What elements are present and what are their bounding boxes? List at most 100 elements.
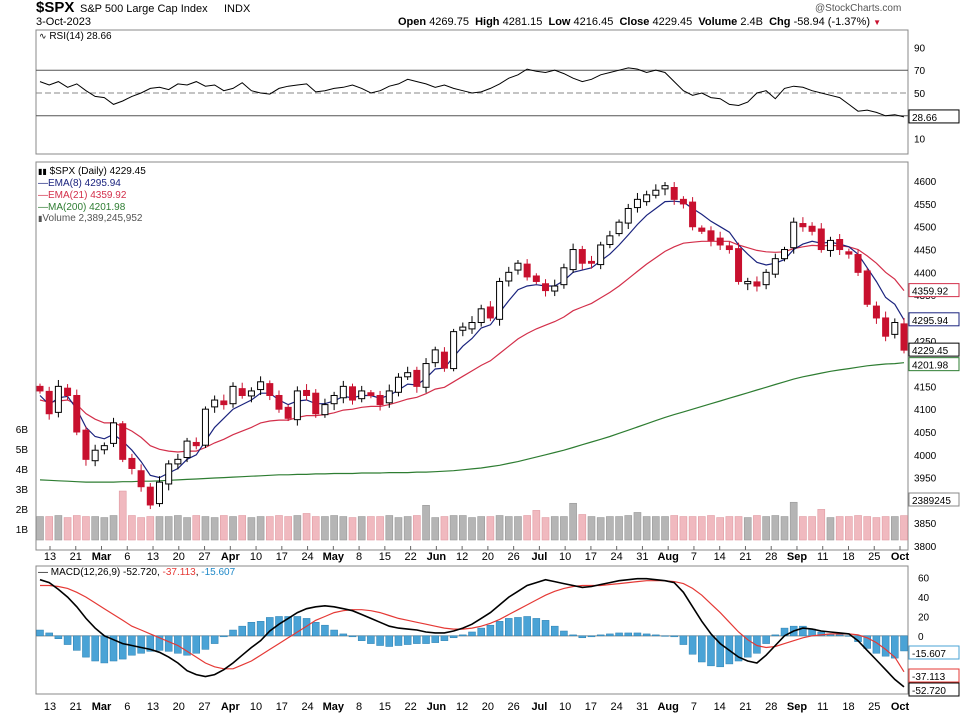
macd-histogram-bar: [155, 635, 164, 651]
volume-bar: [137, 517, 145, 541]
volume-bar: [587, 516, 596, 541]
candle-body: [137, 470, 145, 488]
macd-histogram-bar: [220, 635, 228, 638]
candle: [624, 203, 632, 230]
macd-x-tick-label: 17: [276, 701, 288, 713]
volume-bar: [45, 516, 53, 541]
macd-histogram-bar: [376, 635, 384, 646]
volume-bar: [716, 517, 724, 541]
candle: [845, 248, 853, 259]
x-tick-label: Aug: [657, 551, 678, 563]
macd-histogram-bar: [523, 616, 531, 637]
volume-bar: [863, 516, 872, 541]
candle: [146, 483, 154, 510]
volume-bar: [532, 510, 541, 541]
volume-bar: [504, 516, 513, 541]
ma200-last-value-box: [908, 357, 960, 372]
down-arrow-icon: ▼: [873, 18, 881, 27]
candle: [440, 347, 448, 372]
macd-x-tick-label: Aug: [657, 701, 678, 713]
macd-x-tick-label: Sep: [787, 701, 807, 713]
rsi-last-value: 28.66: [912, 113, 937, 124]
candle: [505, 266, 513, 287]
macd-histogram-bar: [394, 635, 403, 646]
candle-body: [266, 383, 274, 396]
candle-body: [496, 280, 504, 320]
volume-bar: [652, 516, 660, 541]
candle: [817, 223, 825, 253]
macd-x-tick-label: Mar: [92, 701, 112, 713]
candle-body: [854, 254, 862, 273]
candle-body: [385, 390, 393, 404]
ma200-legend: —MA(200) 4201.98: [38, 202, 125, 213]
volume-bar: [514, 516, 522, 541]
candle-body: [872, 305, 880, 319]
candle: [891, 318, 899, 339]
macd-histogram-bar: [771, 634, 780, 637]
macd-histogram-bar: [661, 635, 669, 637]
volume-bar: [54, 515, 63, 541]
macd-histogram-bar: [670, 635, 678, 638]
candle: [587, 255, 595, 269]
macd-tick-label: 40: [918, 593, 930, 604]
macd-x-tick-label: 12: [456, 701, 468, 713]
candle: [808, 222, 816, 236]
candle: [781, 246, 789, 262]
price-tick-label: 4050: [914, 428, 937, 439]
macd-histogram-bar: [311, 622, 320, 637]
ema21-last-value-group: 4359.92: [908, 283, 960, 298]
candle-body: [54, 385, 62, 413]
macd-x-tick-label: 14: [714, 701, 726, 713]
candle: [73, 389, 81, 436]
candle-body: [606, 235, 614, 246]
volume-tick-label: 3B: [16, 485, 29, 496]
candle: [45, 386, 53, 420]
volume-bar: [734, 516, 743, 541]
candle-body: [587, 260, 595, 264]
candle-body: [716, 237, 724, 246]
volume-bar: [367, 516, 375, 541]
candle-body: [119, 423, 127, 460]
ma200-last-value-group: 4201.98: [908, 357, 960, 372]
candle: [882, 311, 890, 342]
macd-x-tick-label: 13: [147, 701, 159, 713]
candle-body: [790, 221, 798, 249]
close-last-value-group: 4229.45: [908, 342, 960, 357]
candle: [725, 241, 733, 254]
macd-x-tick-label: 21: [70, 701, 82, 713]
candle: [771, 253, 779, 278]
candle: [165, 460, 173, 491]
macd-histogram-bar: [63, 635, 72, 645]
candle-body: [422, 363, 430, 388]
candle-body: [863, 270, 871, 305]
x-tick-label: Oct: [891, 551, 910, 563]
candle-body: [891, 322, 899, 335]
volume-bar: [697, 516, 706, 541]
volume-bar: [753, 515, 761, 541]
candle: [238, 382, 246, 399]
macd-x-tick-label: 11: [817, 701, 828, 713]
price-tick-label: 4150: [914, 382, 937, 393]
x-tick-label: 10: [559, 551, 571, 563]
ma200-line-icon: —: [38, 202, 48, 213]
volume-bar: [468, 517, 476, 541]
candle: [413, 366, 421, 393]
x-tick-label: 21: [70, 551, 82, 563]
macd-x-tick-label: 26: [508, 701, 520, 713]
candle: [836, 234, 844, 256]
x-tick-label: 17: [276, 551, 288, 563]
candle: [643, 190, 651, 206]
volume-bar: [891, 516, 899, 541]
candle: [82, 426, 90, 466]
candle: [679, 196, 687, 209]
volume-bar: [743, 517, 752, 541]
candle: [459, 322, 467, 337]
x-tick-label: 27: [198, 551, 210, 563]
candle-body: [725, 245, 733, 251]
macd-histogram-bar: [679, 635, 688, 645]
candle: [404, 366, 412, 380]
macd-signal-last-value-box: [908, 668, 960, 683]
macd-histogram-bar: [550, 625, 559, 637]
ohlc-readout: Open 4269.75 High 4281.15 Low 4216.45 Cl…: [398, 16, 881, 28]
candle: [431, 346, 439, 368]
